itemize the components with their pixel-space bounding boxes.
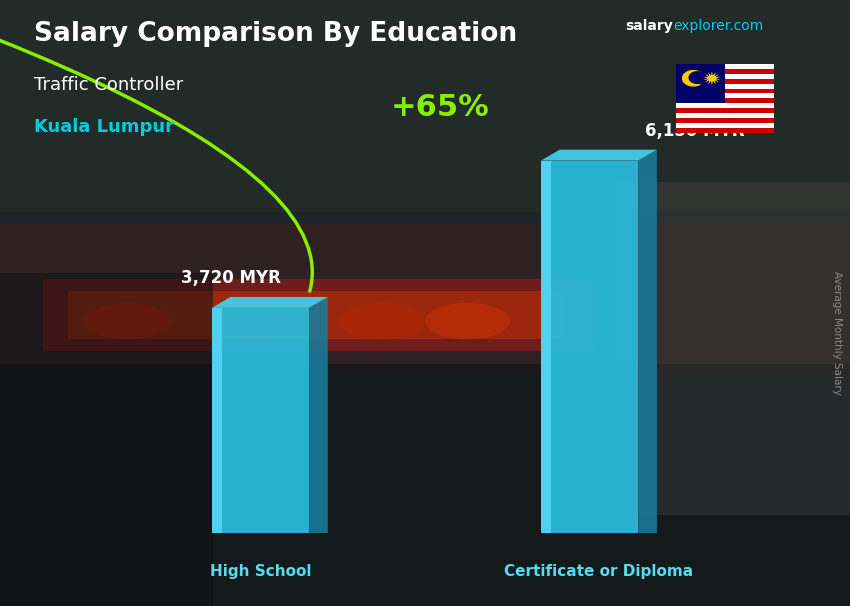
Ellipse shape [85,303,170,339]
Bar [676,68,774,73]
Text: Kuala Lumpur: Kuala Lumpur [34,118,174,136]
Polygon shape [212,308,222,533]
Polygon shape [541,150,657,161]
Bar [676,113,774,118]
Bar [676,79,774,84]
Text: Certificate or Diploma: Certificate or Diploma [504,564,694,579]
Bar [676,108,774,113]
Text: 6,150 MYR: 6,150 MYR [644,122,744,140]
Text: +65%: +65% [391,93,490,122]
Ellipse shape [212,303,298,339]
Bar [612,182,850,515]
Text: High School: High School [210,564,311,579]
Polygon shape [212,308,309,533]
Bar [42,279,595,351]
Bar [0,364,850,606]
Text: Average Monthly Salary: Average Monthly Salary [832,271,842,395]
Bar [676,73,774,79]
Polygon shape [683,71,700,86]
Bar [676,64,724,104]
Bar [676,104,774,108]
Bar [0,273,212,606]
Bar [0,0,850,212]
Polygon shape [689,72,702,83]
Bar [676,118,774,124]
Text: explorer.com: explorer.com [673,19,763,33]
Bar [0,224,850,376]
Polygon shape [541,161,551,533]
Text: 3,720 MYR: 3,720 MYR [180,269,280,287]
Polygon shape [703,72,721,85]
Polygon shape [309,297,328,533]
Bar [68,291,561,339]
Bar [676,128,774,133]
Bar [676,64,774,68]
Bar [676,124,774,128]
Ellipse shape [340,303,425,339]
Bar [676,93,774,98]
Bar [676,88,774,93]
Text: Traffic Controller: Traffic Controller [34,76,184,94]
Text: Salary Comparison By Education: Salary Comparison By Education [34,21,517,47]
Ellipse shape [425,303,510,339]
Polygon shape [541,161,638,533]
Polygon shape [638,150,657,533]
Text: salary: salary [625,19,672,33]
Bar [676,98,774,104]
Bar [676,84,774,88]
Polygon shape [212,297,328,308]
